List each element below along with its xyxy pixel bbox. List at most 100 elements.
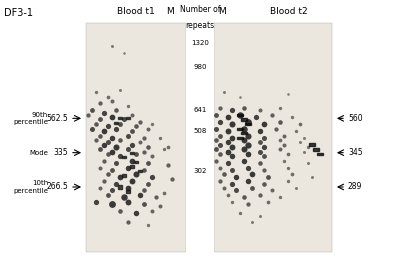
Point bbox=[165, 145, 171, 149]
Point bbox=[261, 154, 267, 158]
Point bbox=[309, 175, 315, 179]
Point bbox=[125, 186, 131, 190]
Point bbox=[97, 133, 103, 138]
Point bbox=[217, 179, 223, 183]
Point bbox=[277, 138, 283, 142]
Point bbox=[129, 159, 135, 163]
Point bbox=[125, 104, 131, 108]
Point bbox=[249, 172, 255, 177]
Bar bbox=[218, 26, 328, 250]
Point bbox=[169, 177, 175, 181]
Point bbox=[265, 200, 271, 204]
Point bbox=[301, 150, 307, 154]
Point bbox=[117, 209, 123, 213]
Point bbox=[121, 195, 127, 199]
Bar bbox=[309, 143, 315, 146]
Point bbox=[149, 209, 155, 213]
Point bbox=[225, 140, 231, 145]
Point bbox=[145, 145, 151, 149]
Point bbox=[257, 129, 263, 133]
Bar bbox=[237, 114, 243, 116]
Point bbox=[297, 140, 303, 145]
Text: 560: 560 bbox=[348, 114, 363, 123]
Point bbox=[89, 108, 95, 112]
Text: 562.5: 562.5 bbox=[46, 114, 68, 123]
Point bbox=[241, 106, 247, 110]
Point bbox=[217, 133, 223, 138]
Point bbox=[261, 122, 267, 126]
Bar bbox=[237, 127, 243, 130]
Point bbox=[229, 168, 235, 172]
Point bbox=[281, 133, 287, 138]
Point bbox=[221, 90, 227, 94]
Point bbox=[213, 147, 219, 151]
Point bbox=[93, 122, 99, 126]
Point bbox=[105, 193, 111, 197]
Point bbox=[237, 95, 243, 99]
Point bbox=[241, 147, 247, 151]
Text: Blood t2: Blood t2 bbox=[270, 6, 308, 16]
Text: M: M bbox=[218, 6, 226, 16]
Point bbox=[105, 152, 111, 156]
Point bbox=[105, 172, 111, 177]
Point bbox=[229, 181, 235, 186]
Point bbox=[137, 193, 143, 197]
Bar bbox=[126, 190, 130, 193]
Bar bbox=[126, 118, 130, 119]
Point bbox=[257, 150, 263, 154]
Bar bbox=[216, 25, 330, 251]
Bar bbox=[134, 161, 138, 163]
Point bbox=[245, 142, 251, 147]
Point bbox=[145, 161, 151, 165]
Point bbox=[245, 165, 251, 170]
Point bbox=[261, 136, 267, 140]
Bar bbox=[90, 26, 182, 250]
Point bbox=[213, 159, 219, 163]
Point bbox=[145, 127, 151, 131]
Point bbox=[93, 200, 99, 204]
Bar bbox=[138, 170, 142, 172]
Point bbox=[149, 175, 155, 179]
Point bbox=[285, 92, 291, 96]
Point bbox=[245, 202, 251, 206]
Point bbox=[221, 172, 227, 177]
Point bbox=[125, 165, 131, 170]
Bar bbox=[118, 118, 122, 119]
Point bbox=[277, 106, 283, 110]
Point bbox=[133, 124, 139, 128]
Point bbox=[217, 142, 223, 147]
Point bbox=[161, 147, 167, 151]
Point bbox=[93, 90, 99, 94]
Bar bbox=[0, 0, 86, 260]
Point bbox=[137, 140, 143, 145]
Text: 90th
percentile: 90th percentile bbox=[13, 112, 48, 125]
Point bbox=[165, 163, 171, 167]
Text: M: M bbox=[166, 6, 174, 16]
Point bbox=[101, 110, 107, 115]
Point bbox=[261, 145, 267, 149]
Point bbox=[285, 179, 291, 183]
Point bbox=[277, 120, 283, 124]
Point bbox=[221, 186, 227, 190]
Text: 641: 641 bbox=[193, 107, 207, 113]
Point bbox=[109, 44, 115, 48]
Point bbox=[121, 118, 127, 122]
Point bbox=[261, 168, 267, 172]
Point bbox=[265, 175, 271, 179]
Bar bbox=[186, 23, 214, 252]
Point bbox=[277, 147, 283, 151]
Point bbox=[133, 172, 139, 177]
Point bbox=[117, 175, 123, 179]
Text: 335: 335 bbox=[53, 148, 68, 157]
Point bbox=[245, 133, 251, 138]
Point bbox=[301, 136, 307, 140]
Text: Number of: Number of bbox=[180, 5, 220, 14]
Point bbox=[229, 122, 235, 126]
Point bbox=[225, 193, 231, 197]
Point bbox=[281, 142, 287, 147]
Point bbox=[229, 108, 235, 112]
Point bbox=[109, 115, 115, 119]
Bar bbox=[214, 23, 332, 252]
Point bbox=[277, 195, 283, 199]
Text: repeats: repeats bbox=[186, 21, 214, 30]
